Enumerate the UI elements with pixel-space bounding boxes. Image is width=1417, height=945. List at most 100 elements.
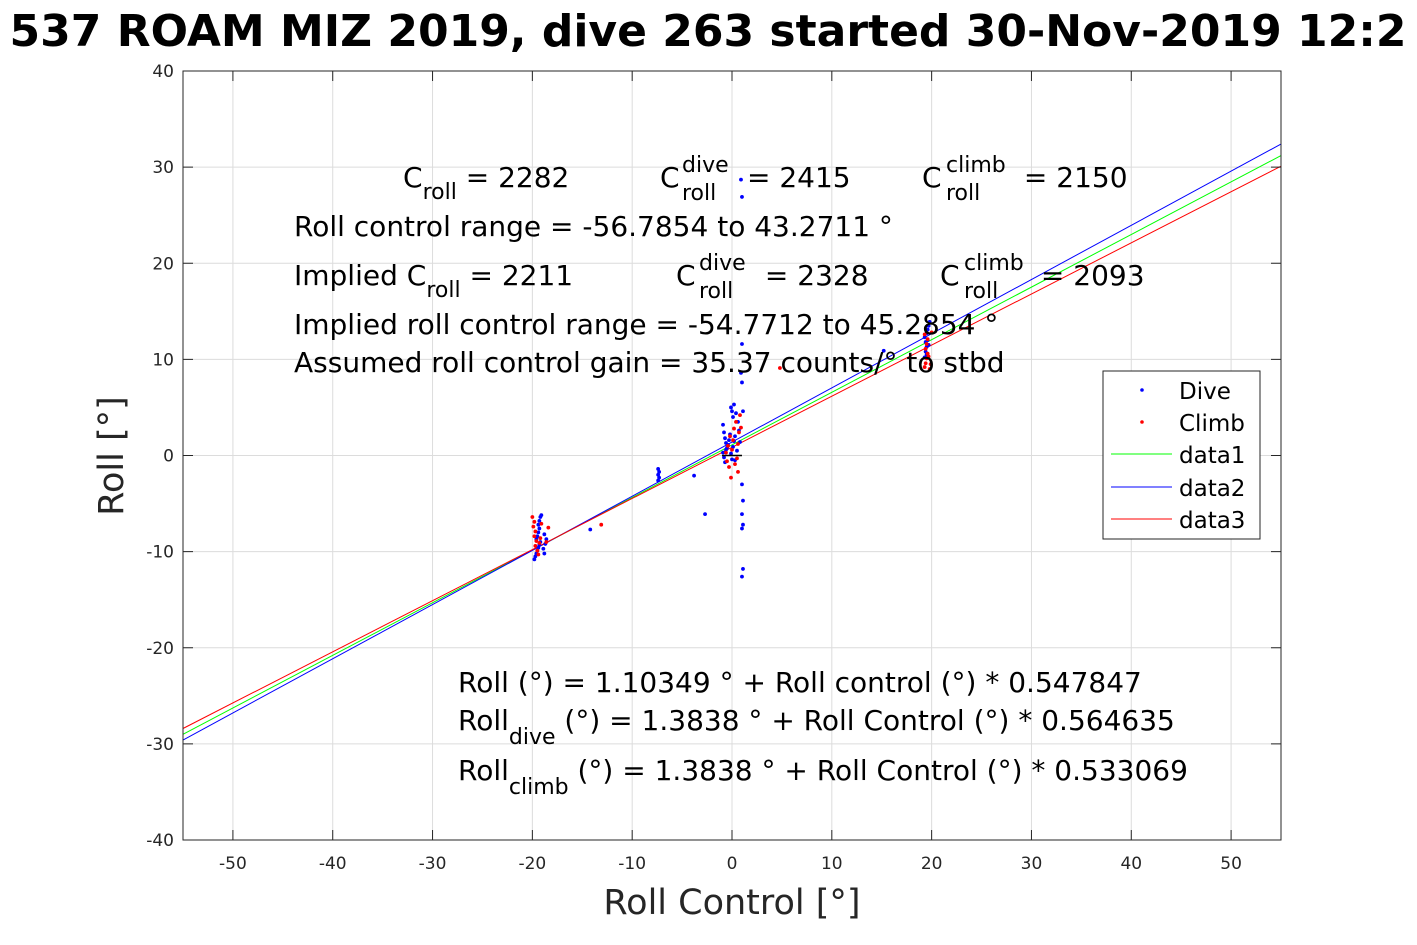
climb-point bbox=[739, 425, 743, 430]
y-axis-label: Roll [°] bbox=[92, 396, 132, 516]
x-tick-label: 40 bbox=[1120, 854, 1142, 874]
climb-point bbox=[738, 413, 742, 418]
x-tick-label: 10 bbox=[821, 854, 843, 874]
climb-point bbox=[927, 367, 932, 371]
climb-point bbox=[778, 366, 782, 370]
dive-point bbox=[703, 512, 707, 517]
legend-swatch-climb bbox=[1140, 420, 1144, 424]
dive-point bbox=[732, 402, 736, 407]
dive-point bbox=[724, 447, 728, 452]
scatter-points bbox=[530, 177, 934, 579]
annotation-fit-all: Roll (°) = 1.10349 ° + Roll control (°) … bbox=[458, 666, 1142, 699]
dive-point bbox=[657, 469, 662, 474]
dive-point bbox=[927, 319, 932, 324]
dive-point bbox=[741, 409, 745, 414]
climb-point bbox=[732, 426, 736, 431]
dive-point bbox=[722, 430, 726, 435]
dive-point bbox=[730, 409, 734, 414]
x-tick-label: -40 bbox=[319, 854, 347, 874]
x-tick-label: 20 bbox=[921, 854, 943, 874]
dive-point bbox=[729, 451, 733, 456]
fit-line-data1 bbox=[183, 155, 1281, 735]
x-tick-label: 30 bbox=[1021, 854, 1043, 874]
dive-point bbox=[730, 457, 734, 462]
climb-point bbox=[727, 465, 731, 469]
climb-point bbox=[926, 354, 931, 359]
climb-point bbox=[922, 332, 927, 337]
climb-point bbox=[530, 515, 535, 519]
dive-point bbox=[925, 327, 930, 332]
dive-point bbox=[741, 498, 745, 503]
dive-point bbox=[532, 557, 537, 562]
legend-label-data3: data3 bbox=[1179, 508, 1245, 534]
annotation-implied-c-roll: Implied Croll = 2211 bbox=[294, 259, 573, 303]
dive-point bbox=[536, 522, 541, 527]
fit-line-data2 bbox=[183, 143, 1281, 741]
y-tick-labels: -40 -30 -20 -10 0 10 20 30 40 bbox=[146, 62, 174, 851]
dive-point bbox=[922, 335, 927, 340]
annotation-c-roll: Croll = 2282 bbox=[403, 161, 569, 205]
dive-point bbox=[537, 526, 542, 531]
dive-point bbox=[740, 526, 744, 531]
climb-point bbox=[539, 521, 544, 526]
climb-point bbox=[546, 525, 551, 530]
legend-label-data2: data2 bbox=[1179, 476, 1245, 502]
dive-point bbox=[735, 448, 739, 453]
dive-point bbox=[656, 467, 661, 471]
y-tick-label: -30 bbox=[146, 735, 174, 755]
climb-point bbox=[923, 361, 928, 366]
climb-point bbox=[536, 552, 541, 557]
dive-point bbox=[727, 438, 731, 443]
climb-point bbox=[537, 541, 542, 545]
dive-point bbox=[731, 415, 735, 419]
dive-point bbox=[533, 554, 538, 559]
dive-point bbox=[692, 473, 696, 478]
x-tick-label: 0 bbox=[727, 854, 738, 874]
dive-point bbox=[723, 436, 727, 441]
climb-point bbox=[531, 524, 536, 529]
climb-point bbox=[729, 475, 733, 480]
dive-point bbox=[536, 545, 541, 550]
dive-point bbox=[656, 472, 661, 477]
legend-box bbox=[1102, 370, 1261, 540]
chart-title: 537 ROAM MIZ 2019, dive 263 started 30-N… bbox=[10, 6, 1407, 57]
x-tick-label: 50 bbox=[1220, 854, 1242, 874]
dive-point bbox=[740, 380, 744, 385]
dive-point bbox=[542, 532, 547, 537]
legend-swatch-dive bbox=[1140, 388, 1144, 392]
legend-label-dive: Dive bbox=[1179, 379, 1231, 405]
dive-point bbox=[541, 546, 546, 551]
dive-point bbox=[729, 405, 733, 410]
climb-point bbox=[734, 419, 738, 424]
x-tick-label: -10 bbox=[618, 854, 646, 874]
climb-point bbox=[728, 434, 732, 439]
dive-point bbox=[731, 444, 735, 449]
dive-point bbox=[741, 567, 745, 571]
climb-point bbox=[737, 430, 741, 435]
climb-point bbox=[724, 450, 728, 455]
climb-point bbox=[538, 536, 543, 541]
annotation-implied-range: Implied roll control range = -54.7712 to… bbox=[294, 308, 998, 341]
climb-point bbox=[733, 462, 737, 467]
climb-point bbox=[922, 365, 927, 369]
climb-point bbox=[533, 543, 538, 548]
climb-point bbox=[535, 548, 540, 553]
climb-point bbox=[929, 330, 934, 335]
dive-point bbox=[721, 422, 725, 427]
x-tick-labels: -50 -40 -30 -20 -10 0 10 20 30 40 50 bbox=[219, 854, 1242, 874]
annotation-roll-control-range: Roll control range = -56.7854 to 43.2711… bbox=[294, 210, 893, 243]
dive-point bbox=[537, 518, 542, 523]
climb-point bbox=[731, 438, 735, 443]
dive-point bbox=[926, 323, 931, 328]
dive-point bbox=[740, 574, 744, 579]
dive-point bbox=[739, 370, 743, 375]
y-tick-label: -10 bbox=[146, 543, 174, 563]
climb-point bbox=[735, 456, 739, 461]
climb-point bbox=[736, 469, 740, 474]
dive-point bbox=[721, 450, 725, 455]
dive-point bbox=[740, 482, 744, 487]
